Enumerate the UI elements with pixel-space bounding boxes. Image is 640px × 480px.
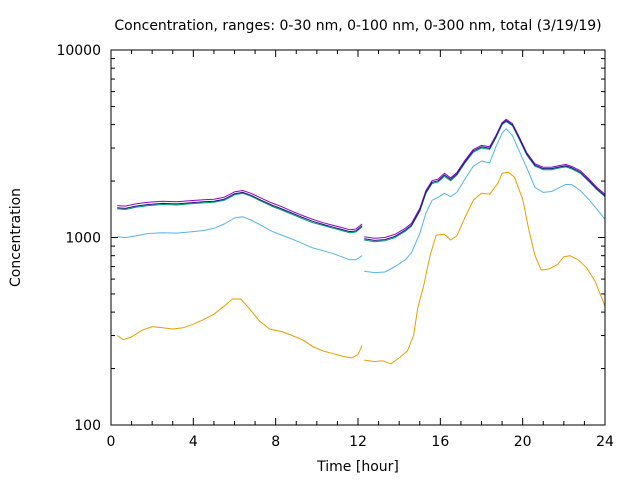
series-4-line [117, 190, 363, 231]
series-3-line [117, 192, 363, 234]
x-tick-label: 16 [431, 434, 449, 450]
x-tick-label: 8 [271, 434, 280, 450]
x-tick-label: 24 [596, 434, 614, 450]
series-5-line [364, 120, 606, 241]
y-tick-label: 100 [74, 418, 101, 434]
x-tick-label: 20 [514, 434, 532, 450]
chart-title: Concentration, ranges: 0-30 nm, 0-100 nm… [114, 18, 601, 34]
series-4-line [364, 118, 606, 239]
x-axis-label: Time [hour] [316, 459, 399, 475]
y-axis-label: Concentration [8, 188, 24, 287]
x-tick-label: 4 [189, 434, 198, 450]
x-tick-label: 0 [107, 434, 116, 450]
plot-frame [110, 49, 606, 426]
x-tick-label: 12 [349, 434, 367, 450]
series-5-line [117, 191, 363, 233]
axis-layer: 0 4 8 12 16 20 24 100 1000 10000 [56, 43, 614, 450]
series-1-line [116, 298, 363, 359]
series-layer [116, 118, 606, 365]
y-tick-label: 1000 [65, 231, 101, 247]
series-2-line [117, 216, 363, 261]
series-2-line [364, 128, 606, 274]
series-1-line [364, 171, 606, 365]
y-tick-label: 10000 [56, 43, 101, 59]
series-3-line [364, 121, 606, 243]
